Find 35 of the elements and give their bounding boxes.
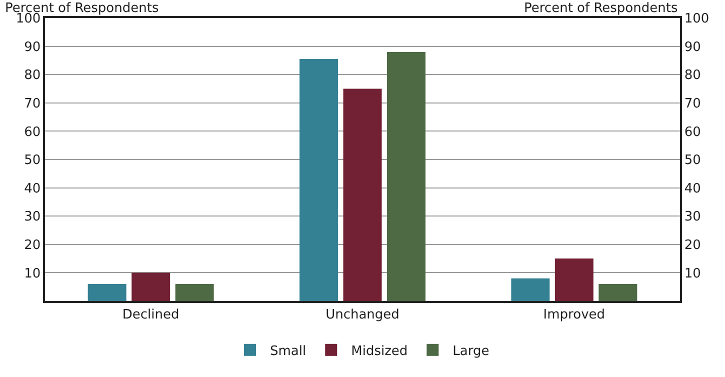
bar [88, 284, 126, 301]
y2-tick-label: 30 [684, 210, 701, 225]
y-tick-label: 60 [24, 124, 41, 140]
x-tick-label: Improved [543, 307, 606, 322]
y-tick-label: 20 [24, 238, 41, 253]
bar [343, 88, 382, 301]
bar [132, 272, 170, 301]
legend-label: Midsized [351, 344, 408, 359]
y2-tick-label: 70 [684, 96, 701, 112]
y-tick-label: 90 [24, 40, 41, 55]
y-tick-label: 30 [24, 210, 41, 225]
bar [511, 278, 550, 301]
bar [554, 258, 594, 301]
y2-tick-label: 60 [684, 124, 701, 140]
y-tick-label: 50 [24, 153, 41, 168]
y2-tick-label: 90 [684, 40, 701, 55]
y2-tick-label: 20 [684, 238, 701, 253]
y-tick-label: 10 [24, 266, 41, 282]
y2-axis-title: Percent of Respondents [524, 1, 678, 16]
y-tick-label: 40 [24, 181, 41, 196]
y-tick-label: 70 [24, 96, 41, 112]
y-tick-label: 80 [24, 68, 41, 84]
legend-label: Small [270, 344, 306, 359]
x-tick-label: Unchanged [326, 307, 400, 322]
y2-tick-label: 50 [684, 153, 701, 168]
bar [300, 59, 338, 301]
y2-tick-label: 100 [684, 12, 710, 27]
bar [387, 52, 426, 301]
y2-tick-label: 10 [684, 266, 701, 282]
x-tick-label: Declined [122, 307, 180, 322]
y2-tick-label: 40 [684, 181, 701, 196]
y2-tick-label: 80 [684, 68, 701, 84]
bar [175, 284, 214, 301]
bar [598, 284, 638, 301]
legend-label: Large [452, 344, 490, 359]
